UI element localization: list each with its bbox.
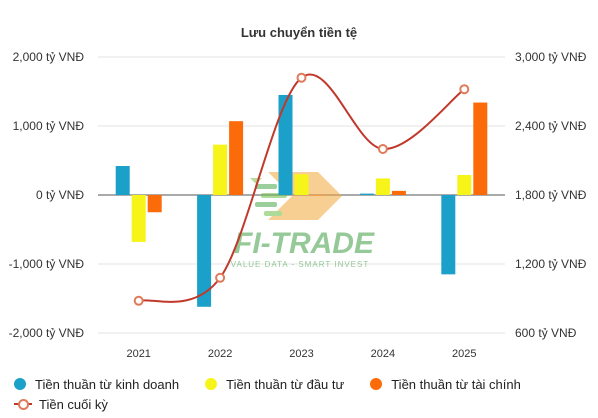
x-axis-tick-label: 2024 (371, 348, 395, 360)
legend-swatch-ending-cash (14, 398, 32, 410)
x-axis-tick-label: 2023 (289, 348, 313, 360)
bar[interactable] (310, 195, 325, 196)
legend-label-financing: Tiền thuần từ tài chính (391, 376, 521, 392)
line-point[interactable] (215, 272, 226, 283)
bar[interactable] (457, 174, 472, 195)
line-point[interactable] (296, 72, 307, 83)
legend-swatch-investing (205, 378, 218, 390)
right-axis-tick-label: 600 tỷ VNĐ (515, 326, 577, 340)
right-axis-tick-label: 2,400 tỷ VNĐ (515, 119, 587, 133)
legend-item-ending-cash[interactable]: Tiền cuối kỳ (14, 397, 108, 412)
legend-swatch-financing (370, 378, 383, 390)
legend-label-operating: Tiền thuần từ kinh doanh (35, 376, 180, 392)
right-axis-tick-label: 3,000 tỷ VNĐ (515, 50, 587, 64)
line-point[interactable] (459, 84, 470, 95)
legend-swatch-operating (14, 378, 26, 390)
legend-label-investing: Tiền thuần từ đầu tư (226, 376, 345, 392)
left-axis-tick-label: -1,000 tỷ VNĐ (9, 257, 85, 271)
line-point[interactable] (133, 295, 144, 306)
bar[interactable] (131, 195, 146, 242)
left-axis-tick-label: 1,000 tỷ VNĐ (13, 119, 85, 133)
bar[interactable] (441, 195, 456, 275)
chart-title: Lưu chuyển tiền tệ (241, 25, 357, 40)
bar[interactable] (278, 94, 293, 195)
bar[interactable] (391, 190, 406, 195)
left-axis-tick-label: 0 tỷ VNĐ (36, 188, 84, 202)
bar[interactable] (375, 178, 390, 195)
right-axis-tick-label: 1,200 tỷ VNĐ (515, 257, 587, 271)
watermark-tagline: VALUE DATA - SMART INVEST (231, 260, 370, 269)
bars (115, 94, 488, 307)
left-axis-tick-label: 2,000 tỷ VNĐ (13, 50, 85, 64)
bar[interactable] (359, 193, 374, 195)
right-axis-tick-label: 1,800 tỷ VNĐ (515, 188, 587, 202)
line-series (133, 72, 470, 306)
axes: 2,000 tỷ VNĐ 1,000 tỷ VNĐ 0 tỷ VNĐ -1,000 t… (9, 50, 587, 360)
legend-item-operating[interactable]: Tiền thuần từ kinh doanh (14, 377, 179, 392)
legend: Tiền thuần từ kinh doanh Tiền thuần từ đ… (14, 374, 594, 414)
x-axis-tick-label: 2025 (452, 348, 476, 360)
legend-item-financing[interactable]: Tiền thuần từ tài chính (370, 377, 521, 392)
bar[interactable] (473, 102, 488, 195)
bar[interactable] (229, 121, 244, 195)
bar[interactable] (115, 166, 130, 195)
bar[interactable] (213, 144, 228, 195)
watermark-logo-text: FI-TRADE (234, 227, 375, 260)
legend-item-investing[interactable]: Tiền thuần từ đầu tư (205, 377, 344, 392)
bar[interactable] (294, 174, 309, 195)
x-axis-tick-label: 2021 (126, 348, 150, 360)
bar[interactable] (147, 195, 162, 213)
bar[interactable] (197, 195, 212, 307)
left-axis-tick-label: -2,000 tỷ VNĐ (9, 326, 85, 340)
line-point[interactable] (377, 144, 388, 154)
x-axis-tick-label: 2022 (208, 348, 232, 360)
legend-label-ending-cash: Tiền cuối kỳ (39, 396, 108, 412)
